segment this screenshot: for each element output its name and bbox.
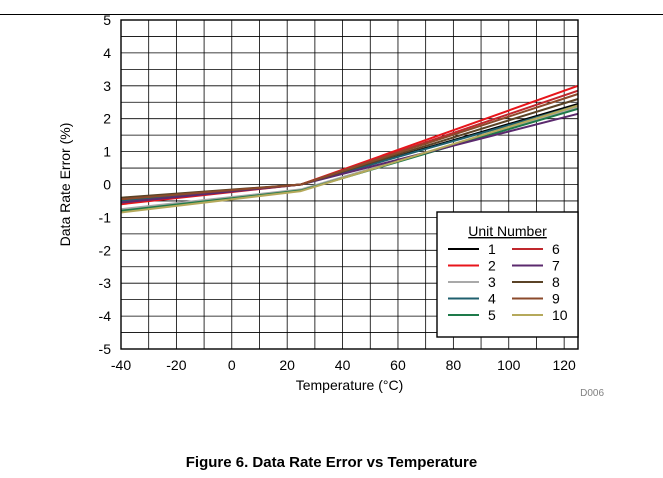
- x-tick-label: 120: [552, 357, 576, 373]
- x-tick-label: 100: [497, 357, 521, 373]
- figure-caption: Figure 6. Data Rate Error vs Temperature: [185, 454, 478, 471]
- legend-label-unit-7: 7: [552, 258, 560, 274]
- legend-title: Unit Number: [468, 223, 547, 239]
- series-lines: [120, 84, 579, 214]
- legend-box: [436, 211, 579, 338]
- figure-id: D006: [580, 388, 604, 399]
- y-tick-label: 0: [103, 177, 111, 193]
- page-top-rule: [0, 14, 663, 15]
- series-line-unit-9: [120, 93, 579, 201]
- x-tick-labels: -40 -20 0 20 40 60 80 100 120: [111, 357, 576, 373]
- legend-label-unit-5: 5: [488, 307, 496, 323]
- x-tick-label: 40: [335, 357, 351, 373]
- y-tick-labels: -5 -4 -3 -2 -1 0 1 2 3 4 5: [99, 12, 112, 357]
- legend-label-unit-1: 1: [488, 241, 496, 257]
- chart-grid: [121, 20, 578, 349]
- x-tick-label: 20: [279, 357, 295, 373]
- legend-label-unit-2: 2: [488, 258, 496, 274]
- plot-frame: [120, 19, 579, 350]
- legend-label-unit-4: 4: [488, 291, 496, 307]
- y-tick-label: -4: [99, 308, 112, 324]
- y-tick-label: 4: [103, 45, 111, 61]
- x-tick-label: 80: [446, 357, 462, 373]
- y-axis-label: Data Rate Error (%): [57, 123, 73, 247]
- legend-label-unit-6: 6: [552, 241, 560, 257]
- x-tick-label: -20: [166, 357, 186, 373]
- y-tick-label: -1: [99, 209, 112, 225]
- y-tick-label: -2: [99, 242, 112, 258]
- y-tick-label: 5: [103, 12, 111, 28]
- legend-label-unit-9: 9: [552, 291, 560, 307]
- x-tick-label: 60: [390, 357, 406, 373]
- y-tick-label: 1: [103, 144, 111, 160]
- legend-label-unit-3: 3: [488, 274, 496, 290]
- series-line-unit-10: [120, 104, 579, 214]
- y-tick-label: 3: [103, 78, 111, 94]
- y-tick-label: 2: [103, 111, 111, 127]
- y-tick-label: -3: [99, 275, 112, 291]
- x-axis-label: Temperature (°C): [296, 377, 404, 393]
- legend-label-unit-10: 10: [552, 307, 568, 323]
- legend-label-unit-8: 8: [552, 274, 560, 290]
- x-tick-label: -40: [111, 357, 131, 373]
- x-tick-label: 0: [228, 357, 236, 373]
- y-tick-label: -5: [99, 341, 112, 357]
